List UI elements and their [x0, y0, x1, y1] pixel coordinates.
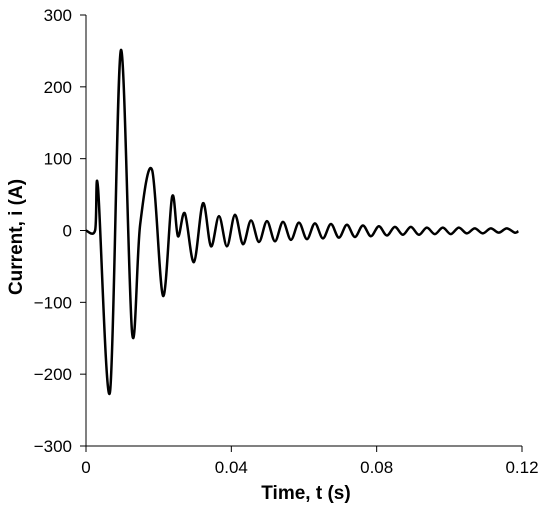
x-tick-label: 0.12 [505, 458, 538, 477]
y-tick-label: −300 [34, 437, 72, 456]
y-tick-label: 200 [44, 78, 72, 97]
y-axis-title: Current, i (A) [6, 179, 27, 295]
y-tick-label: −200 [34, 365, 72, 384]
x-tick-label: 0.04 [215, 458, 248, 477]
x-tick-label: 0.08 [360, 458, 393, 477]
data-line [85, 48, 520, 396]
y-tick-label: −100 [34, 293, 72, 312]
y-tick-label: 0 [63, 222, 72, 241]
x-axis-title: Time, t (s) [261, 483, 350, 504]
y-tick-label: 100 [44, 150, 72, 169]
y-tick-label: 300 [44, 6, 72, 25]
x-tick-label: 0 [81, 458, 90, 477]
